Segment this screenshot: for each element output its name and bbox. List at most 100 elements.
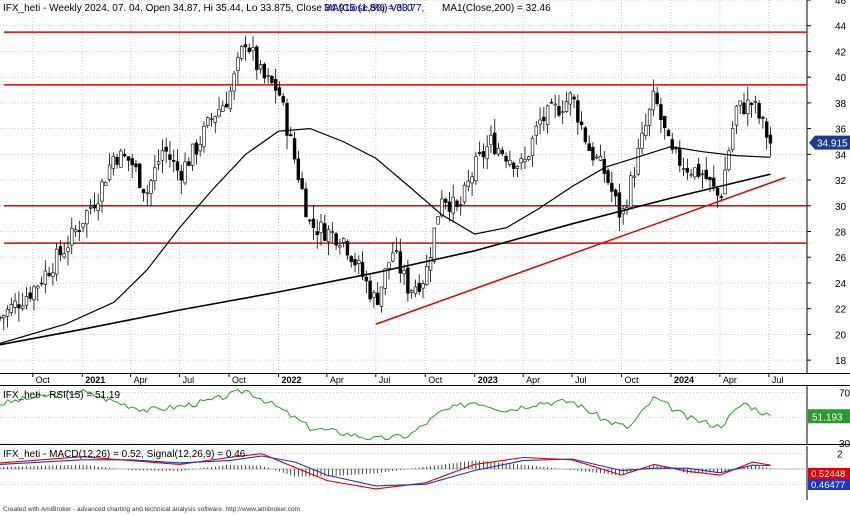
candle-body bbox=[629, 175, 633, 208]
rsi-last-label: 51.193 bbox=[812, 412, 843, 423]
price-ytick-label: 20 bbox=[835, 330, 847, 341]
candle-body bbox=[391, 252, 395, 262]
candle-body bbox=[190, 143, 195, 166]
candle-body bbox=[262, 63, 267, 79]
candle-body bbox=[88, 206, 93, 209]
candle-body bbox=[338, 245, 342, 248]
candle-body bbox=[107, 164, 112, 181]
candle-body bbox=[383, 268, 387, 289]
rsi-line bbox=[0, 388, 771, 441]
candle-body bbox=[289, 134, 293, 137]
candle-body bbox=[134, 163, 138, 168]
candle-body bbox=[591, 146, 595, 161]
candle-body bbox=[2, 315, 6, 319]
candle-body bbox=[462, 184, 467, 203]
candle-body bbox=[700, 173, 705, 176]
candle-body bbox=[311, 218, 316, 229]
candle-body bbox=[175, 161, 180, 171]
candle-body bbox=[746, 99, 750, 115]
price-ytick-label: 32 bbox=[835, 176, 847, 187]
candle-body bbox=[568, 92, 572, 105]
rsi-ytick-label: 70 bbox=[839, 389, 850, 400]
candle-body bbox=[523, 159, 527, 162]
candle-body bbox=[258, 64, 263, 70]
ma200-legend: MA1(Close,200) = 32.46 bbox=[442, 3, 551, 14]
candle-body bbox=[561, 111, 565, 114]
candle-body bbox=[187, 161, 191, 166]
candle-body bbox=[323, 223, 327, 241]
candle-body bbox=[224, 103, 229, 108]
candle-body bbox=[183, 161, 187, 184]
candle-body bbox=[655, 92, 659, 105]
candle-body bbox=[156, 161, 161, 165]
price-ytick-label: 42 bbox=[835, 47, 847, 58]
candle-body bbox=[640, 132, 644, 149]
price-ytick-label: 24 bbox=[835, 279, 847, 290]
signal-last-badge bbox=[808, 479, 850, 490]
candle-body bbox=[326, 229, 331, 242]
candle-body bbox=[451, 196, 455, 214]
candle-body bbox=[315, 231, 319, 235]
candle-body bbox=[557, 105, 561, 116]
candle-body bbox=[54, 248, 59, 275]
price-xtick-label: 2023 bbox=[478, 375, 498, 385]
candle-body bbox=[723, 169, 727, 195]
candle-body bbox=[247, 47, 251, 53]
candle-body bbox=[421, 283, 425, 289]
price-ytick-label: 26 bbox=[835, 253, 847, 264]
candle-body bbox=[141, 188, 146, 194]
candle-body bbox=[481, 151, 486, 158]
candle-body bbox=[681, 168, 686, 170]
candle-body bbox=[455, 200, 459, 208]
macd-last-label: 0.52448 bbox=[811, 469, 845, 480]
candle-body bbox=[500, 149, 504, 154]
candle-body bbox=[20, 305, 25, 309]
rsi-last-badge bbox=[808, 409, 850, 424]
price-ytick-label: 38 bbox=[835, 99, 847, 110]
candle-body bbox=[168, 154, 172, 160]
macd-ytick-label: 2 bbox=[837, 450, 843, 461]
price-ytick-label: 30 bbox=[835, 202, 847, 213]
candle-body bbox=[428, 257, 433, 271]
last-price-badge bbox=[809, 135, 850, 150]
candle-body bbox=[579, 121, 584, 126]
candle-body bbox=[349, 256, 353, 263]
candle-body bbox=[319, 221, 323, 234]
candle-body bbox=[266, 75, 270, 77]
candle-body bbox=[36, 285, 40, 289]
candle-body bbox=[477, 152, 482, 154]
candle-body bbox=[394, 250, 399, 252]
candle-body bbox=[595, 156, 599, 159]
price-xtick-label: 2021 bbox=[85, 375, 105, 385]
candle-body bbox=[32, 286, 36, 301]
candle-body bbox=[270, 75, 274, 83]
signal-last-label: 0.46477 bbox=[811, 480, 845, 491]
rising-trendline bbox=[375, 176, 786, 325]
candle-body bbox=[172, 160, 176, 162]
price-ytick-label: 28 bbox=[835, 228, 847, 239]
price-xtick-label: Apr bbox=[526, 375, 540, 385]
candle-body bbox=[606, 170, 610, 183]
footer-credit: Created with AmiBroker - advanced charti… bbox=[3, 506, 300, 513]
candle-body bbox=[685, 167, 690, 173]
candle-body bbox=[300, 178, 304, 190]
candle-body bbox=[504, 155, 508, 162]
candle-body bbox=[206, 117, 210, 127]
candle-body bbox=[221, 105, 225, 112]
macd-line bbox=[0, 453, 771, 490]
candle-body bbox=[51, 272, 55, 277]
candle-body bbox=[727, 150, 731, 170]
candle-body bbox=[432, 227, 437, 262]
candle-body bbox=[632, 175, 637, 178]
candle-body bbox=[572, 96, 576, 100]
candle-body bbox=[764, 121, 769, 138]
candle-body bbox=[202, 125, 206, 148]
candle-body bbox=[130, 158, 134, 166]
candle-body bbox=[768, 134, 773, 144]
candle-body bbox=[330, 231, 335, 234]
candle-body bbox=[489, 134, 493, 146]
candle-body bbox=[104, 181, 108, 186]
candle-body bbox=[240, 45, 244, 59]
